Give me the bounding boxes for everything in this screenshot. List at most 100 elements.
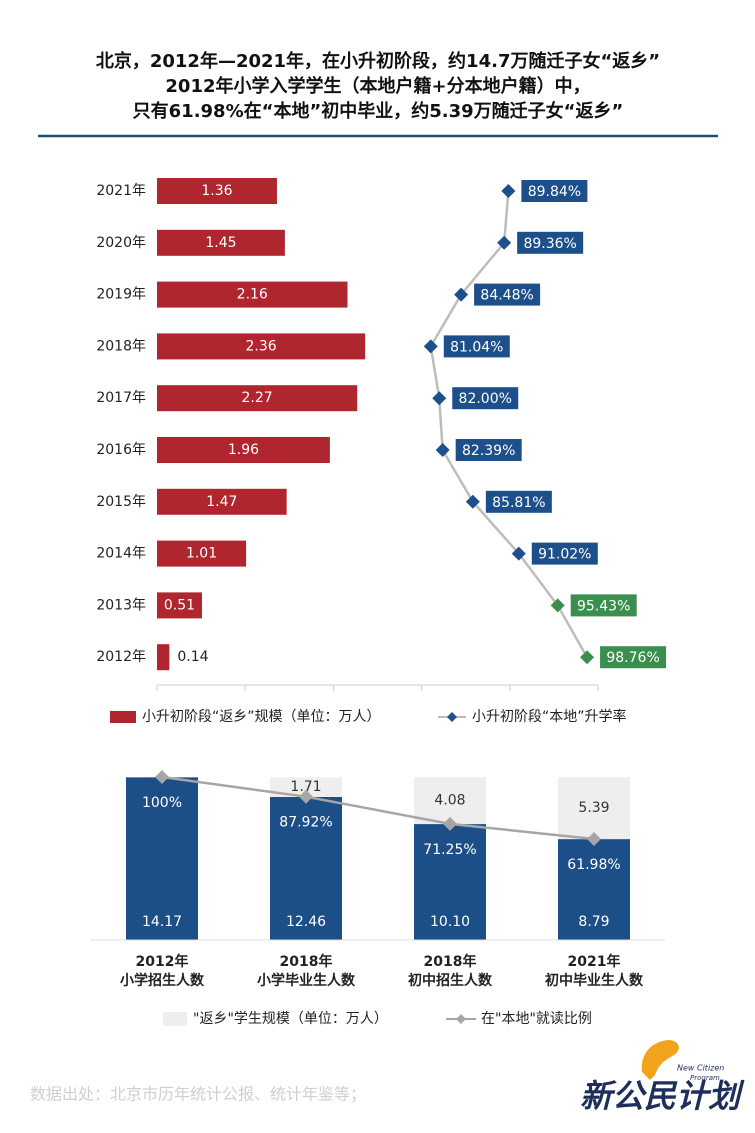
ratio-marker: [155, 770, 169, 784]
rate-label: 98.76%: [606, 650, 659, 666]
legend-marker: [447, 712, 457, 722]
x-tick-label: 2018年: [424, 953, 477, 970]
x-tick-label: 小学招生人数: [120, 972, 205, 989]
bar: [157, 437, 330, 463]
legend-swatch: [110, 711, 136, 723]
rate-marker: [580, 650, 595, 665]
bar: [157, 488, 287, 515]
y-tick-label: 2016年: [96, 442, 146, 458]
bar: [157, 592, 202, 619]
ratio-label: 100%: [142, 795, 182, 811]
title-line: 2012年小学入学学生（本地户籍+分本地户籍）中，: [165, 75, 590, 97]
rate-marker: [454, 287, 469, 302]
rate-label: 81.04%: [450, 339, 503, 355]
legend-marker: [456, 1014, 466, 1024]
y-tick-label: 2019年: [96, 287, 146, 303]
y-tick-label: 2014年: [96, 546, 146, 562]
ratio-marker: [443, 816, 457, 831]
rate-label: 84.48%: [480, 288, 533, 304]
x-tick-label: 小学毕业生人数: [257, 972, 356, 989]
bar-label: 5.39: [578, 800, 609, 816]
y-tick-label: 2017年: [96, 390, 146, 406]
bar-label: 2.36: [245, 338, 276, 354]
logo-en: Program: [690, 1074, 720, 1082]
bar-return: [558, 777, 630, 840]
bar: [157, 178, 277, 204]
bar-label: 0.14: [177, 649, 208, 665]
rate-label-box: [452, 387, 519, 410]
ratio-label: 61.98%: [567, 857, 620, 873]
rate-label-box: [521, 180, 588, 202]
bar-local: [126, 777, 198, 940]
bar-label: 12.46: [286, 914, 326, 930]
ratio-label: 71.25%: [423, 842, 476, 858]
title-line: 只有61.98%在“本地”初中毕业，约5.39万随迁子女“返乡”: [133, 100, 624, 122]
source: 数据出处：北京市历年统计公报、统计年鉴等；: [30, 1085, 366, 1104]
bar: [157, 281, 348, 308]
bar-return: [270, 777, 342, 797]
bar-local: [414, 824, 486, 940]
rate-line: [429, 190, 589, 658]
legend-label: 在"本地"就读比例: [481, 1010, 592, 1027]
rate-marker: [497, 235, 512, 250]
bar-label: 8.79: [578, 914, 609, 930]
y-tick-label: 2015年: [96, 494, 146, 510]
y-tick-label: 2018年: [96, 338, 146, 354]
logo-en: New Citizen: [677, 1064, 724, 1073]
legend-label: 小升初阶段“本地”升学率: [472, 708, 627, 725]
bar-local: [558, 839, 630, 940]
rate-label: 89.84%: [528, 184, 581, 200]
ratio-line: [161, 775, 595, 841]
rate-marker: [550, 598, 565, 613]
x-tick-label: 初中招生人数: [408, 972, 493, 989]
rate-label-box: [570, 594, 637, 617]
bar-label: 14.17: [142, 914, 182, 930]
rate-label: 89.36%: [523, 236, 576, 252]
bar: [157, 385, 358, 412]
bar: [157, 333, 366, 360]
legend-label: 小升初阶段“返乡”规模（单位：万人）: [142, 708, 381, 725]
x-tick-label: 2012年: [136, 953, 189, 970]
y-tick-label: 2020年: [96, 235, 146, 251]
x-tick-label: 初中毕业生人数: [545, 972, 644, 989]
rate-marker: [423, 339, 438, 354]
rate-label-box: [600, 646, 667, 669]
legend-swatch: [163, 1012, 187, 1026]
title-line: 北京，2012年—2021年，在小升初阶段，约14.7万随迁子女“返乡”: [96, 50, 660, 72]
rate-label-box: [443, 335, 510, 358]
rate-marker: [501, 184, 516, 198]
bar-label: 1.47: [206, 494, 237, 510]
ratio-marker: [299, 789, 313, 804]
ratio-marker: [587, 831, 601, 846]
bar-label: 1.45: [205, 235, 236, 251]
bar-label: 1.71: [290, 779, 321, 795]
bar: [157, 229, 285, 256]
bar: [157, 644, 170, 671]
y-tick-label: 2012年: [96, 649, 146, 665]
rate-marker: [511, 546, 526, 561]
rate-label: 95.43%: [577, 598, 630, 614]
bar: [157, 540, 247, 567]
rate-label-box: [531, 542, 598, 565]
rate-label-box: [485, 490, 552, 513]
rate-label: 82.00%: [459, 391, 512, 407]
bar-label: 1.36: [201, 183, 232, 199]
rate-marker: [432, 391, 447, 406]
rate-label: 82.39%: [462, 443, 515, 459]
bar-label: 2.27: [242, 390, 273, 406]
bar-label: 1.01: [186, 546, 217, 562]
bar-label: 10.10: [430, 914, 470, 930]
bar-label: 0.51: [164, 597, 195, 613]
ratio-label: 87.92%: [279, 815, 332, 831]
y-tick-label: 2021年: [96, 183, 146, 199]
legend-label: "返乡"学生规模（单位：万人）: [193, 1011, 388, 1027]
x-tick-label: 2018年: [280, 953, 333, 970]
rate-label-box: [517, 231, 584, 254]
y-tick-label: 2013年: [96, 597, 146, 613]
bar-label: 1.96: [228, 442, 259, 458]
rate-label: 91.02%: [538, 547, 591, 563]
bar-label: 4.08: [434, 793, 465, 809]
bar-local: [270, 796, 342, 940]
bar-return: [414, 777, 486, 825]
